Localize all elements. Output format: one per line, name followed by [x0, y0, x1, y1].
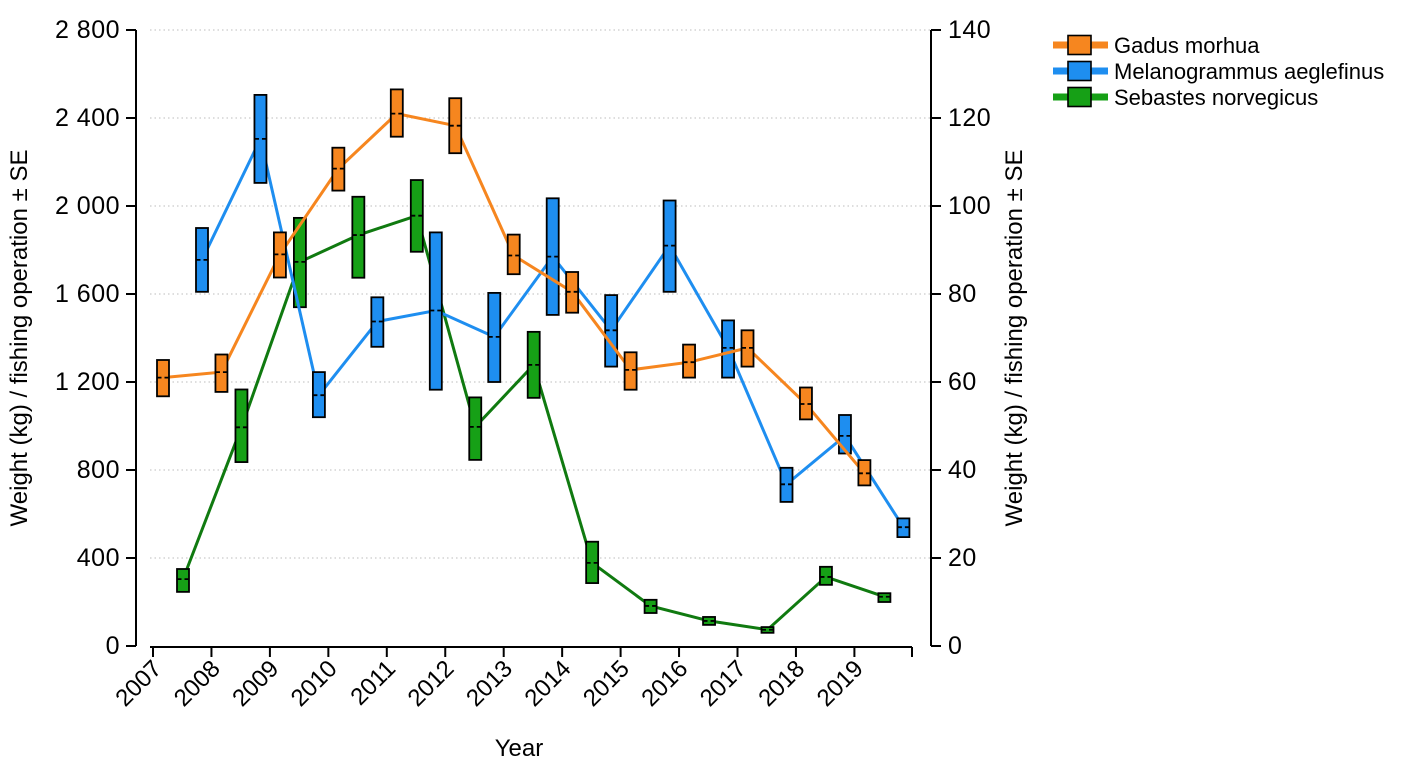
left-axis-tick-label: 1 200 [55, 368, 120, 396]
legend-item-sebastes-norvegicus: Sebastes norvegicus [1053, 85, 1318, 110]
se-box-gadus-morhua-2016 [682, 343, 696, 379]
x-axis-tick-label: 2015 [578, 655, 635, 712]
right-axis-tick-label: 20 [948, 544, 977, 572]
legend-label: Melanogrammus aeglefinus [1114, 59, 1384, 84]
series-melanogrammus-aeglefinus [195, 94, 911, 539]
right-axis: 0 20 40 60 80 100 120 140 Weight (kg) / fishing … [930, 16, 1028, 660]
right-axis-tick-label: 140 [948, 16, 991, 44]
se-box-sebastes-norvegicus-2007 [176, 568, 190, 593]
left-axis-tick-label: 800 [77, 456, 120, 484]
se-box-sebastes-norvegicus-2012 [468, 396, 483, 461]
left-axis-tick-label: 400 [77, 544, 120, 572]
left-axis: 0 400 800 1 200 1 600 2 000 2 400 2 800 Weight (… [6, 16, 137, 660]
x-axis-tick-label: 2016 [636, 655, 693, 712]
se-box-gadus-morhua-2008 [214, 353, 229, 393]
x-axis-tick-label: 2019 [812, 655, 869, 712]
se-box-gadus-morhua-2015 [623, 351, 638, 391]
legend-box-swatch [1067, 34, 1092, 56]
right-axis-tick-label: 80 [948, 280, 977, 308]
left-axis-tick-label: 1 600 [55, 280, 120, 308]
x-axis-tick-label: 2012 [403, 655, 460, 712]
series-line-melanogrammus-aeglefinus [200, 134, 905, 529]
x-axis-tick-label: 2010 [286, 655, 343, 712]
right-axis-tick-label: 60 [948, 368, 977, 396]
se-box-sebastes-norvegicus-2010 [351, 195, 366, 279]
right-axis-tick-label: 120 [948, 104, 991, 132]
se-box-gadus-morhua-2013 [506, 233, 521, 276]
right-axis-tick-label: 40 [948, 456, 977, 484]
x-axis-tick-label: 2017 [695, 655, 752, 712]
se-box-sebastes-norvegicus-2018 [819, 565, 833, 586]
x-axis-tick-label: 2009 [227, 655, 284, 712]
x-axis-tick-label: 2014 [520, 655, 577, 712]
se-box-sebastes-norvegicus-2008 [234, 388, 249, 463]
left-axis-title: Weight (kg) / fishing operation ± SE [6, 150, 33, 527]
x-axis-tick-label: 2007 [110, 655, 167, 712]
left-axis-tick-label: 2 800 [55, 16, 120, 44]
left-axis-tick-label: 2 000 [55, 192, 120, 220]
legend-box-swatch [1067, 60, 1092, 82]
right-axis-title: Weight (kg) / fishing operation ± SE [1001, 150, 1028, 527]
x-axis-tick-label: 2018 [753, 655, 810, 712]
se-box-melanogrammus-aeglefinus-2018 [838, 414, 852, 455]
legend-label: Gadus morhua [1114, 33, 1260, 58]
left-axis-tick-label: 2 400 [55, 104, 120, 132]
x-axis: 2007 2008 2009 2010 2011 2012 2013 2014 2015 2016… [110, 646, 913, 762]
x-axis-title: Year [495, 735, 544, 762]
right-axis-tick-label: 100 [948, 192, 991, 220]
legend-box-swatch [1067, 86, 1092, 108]
series-line-sebastes-norvegicus [181, 213, 885, 632]
left-axis-tick-label: 0 [106, 632, 120, 660]
legend-label: Sebastes norvegicus [1114, 85, 1318, 110]
x-axis-tick-label: 2013 [461, 655, 518, 712]
legend-item-melanogrammus-aeglefinus: Melanogrammus aeglefinus [1053, 59, 1384, 84]
se-box-melanogrammus-aeglefinus-2016 [721, 319, 735, 379]
legend-item-gadus-morhua: Gadus morhua [1053, 33, 1260, 58]
x-axis-tick-label: 2011 [345, 655, 401, 711]
series-gadus-morhua [156, 88, 872, 487]
right-axis-tick-label: 0 [948, 632, 962, 660]
x-axis-tick-label: 2008 [169, 655, 226, 712]
series-sebastes-norvegicus [176, 179, 892, 634]
